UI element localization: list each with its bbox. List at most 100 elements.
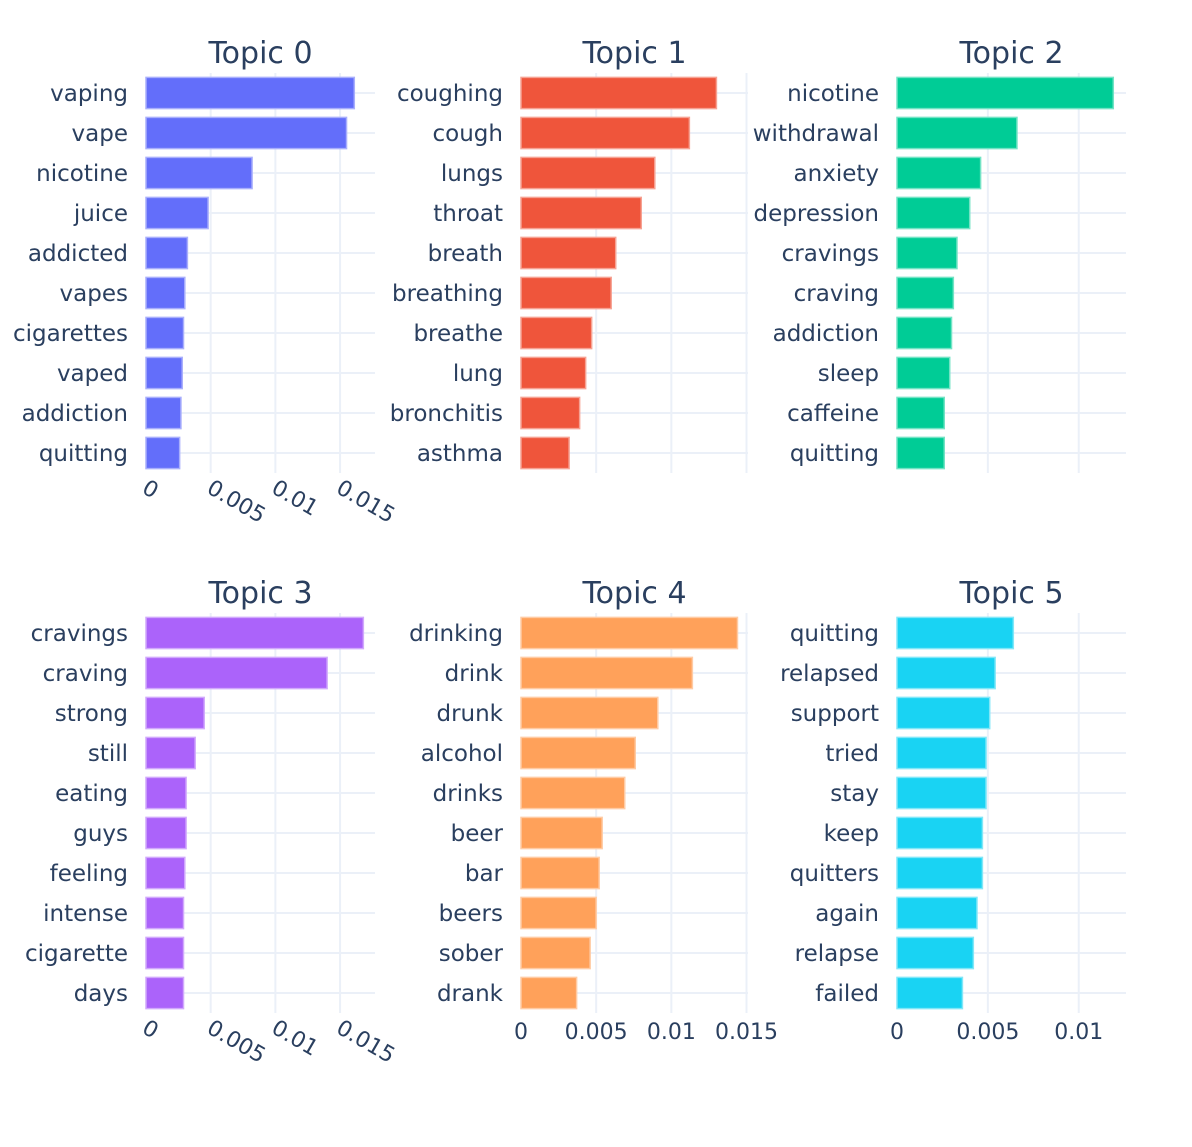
x-tick-label: 0.015 <box>715 1020 778 1045</box>
bar-lung <box>520 356 587 390</box>
category-label: again <box>815 901 879 927</box>
category-label: drinks <box>433 781 503 807</box>
category-label: cravings <box>31 621 128 647</box>
category-label: cough <box>433 121 503 147</box>
category-label: guys <box>73 821 128 847</box>
bar-anxiety <box>896 156 982 190</box>
category-label: quitting <box>790 441 879 467</box>
category-label: asthma <box>417 441 503 467</box>
category-label: addicted <box>28 241 128 267</box>
x-tick-label: 0 <box>514 1020 528 1045</box>
category-label: bar <box>465 861 504 887</box>
category-label: quitting <box>790 621 879 647</box>
category-label: vaped <box>57 361 128 387</box>
bar-cigarette <box>145 936 185 970</box>
bar-nicotine <box>145 156 253 190</box>
panel-topic-4: Topic 4 drinking drink drunk alcohol drinks be… <box>409 576 778 1045</box>
bar-caffeine <box>896 396 946 430</box>
category-label: coughing <box>397 81 503 107</box>
bar-relapse <box>896 936 975 970</box>
bar-intense <box>145 896 185 930</box>
category-label: tried <box>825 741 879 767</box>
category-label: relapsed <box>780 661 879 687</box>
category-label: failed <box>815 981 879 1007</box>
category-label: drunk <box>436 701 503 727</box>
panel-topic-5: Topic 5 quitting relapsed support tried stay k… <box>780 576 1126 1045</box>
bar-vaped <box>145 356 183 390</box>
bar-still <box>145 736 196 770</box>
bar-relapsed <box>896 656 996 690</box>
bar-asthma <box>520 436 570 470</box>
bar-tried <box>896 736 987 770</box>
category-label: nicotine <box>36 161 128 187</box>
bar-beers <box>520 896 597 930</box>
x-tick-label: 0.005 <box>956 1020 1019 1045</box>
panel-title: Topic 3 <box>207 576 312 611</box>
x-tick-label: 0.005 <box>202 1016 269 1069</box>
category-label: drank <box>437 981 504 1007</box>
category-label: caffeine <box>787 401 879 427</box>
category-label: breath <box>428 241 503 267</box>
bar-stay <box>896 776 987 810</box>
panel-topic-3: Topic 3 cravings craving strong still eating g… <box>25 576 399 1069</box>
bar-sleep <box>896 356 951 390</box>
bar-drinks <box>520 776 626 810</box>
bar-throat <box>520 196 643 230</box>
bar-again <box>896 896 978 930</box>
category-label: intense <box>43 901 128 927</box>
bar-vape <box>145 116 348 150</box>
bar-breath <box>520 236 617 270</box>
x-tick-label: 0.01 <box>1054 1020 1103 1045</box>
bar-lungs <box>520 156 656 190</box>
panel-title: Topic 5 <box>958 576 1063 611</box>
category-label: cigarette <box>25 941 128 967</box>
x-tick-label: 0.005 <box>202 476 269 529</box>
bar-quitters <box>896 856 984 890</box>
x-tick-label: 0 <box>138 1016 163 1045</box>
bar-addiction <box>896 316 953 350</box>
bar-breathing <box>520 276 612 310</box>
category-label: relapse <box>795 941 879 967</box>
category-label: addiction <box>22 401 128 427</box>
category-label: addiction <box>773 321 879 347</box>
category-label: strong <box>55 701 128 727</box>
category-label: vaping <box>50 81 128 107</box>
panel-title: Topic 0 <box>207 36 312 71</box>
x-tick-label: 0.01 <box>267 476 322 522</box>
bar-drank <box>520 976 578 1010</box>
category-label: anxiety <box>794 161 879 187</box>
bar-vapes <box>145 276 186 310</box>
category-label: beers <box>439 901 503 927</box>
category-label: keep <box>824 821 879 847</box>
bar-vaping <box>145 76 356 110</box>
bar-sober <box>520 936 591 970</box>
category-label: drink <box>445 661 504 687</box>
x-tick-label: 0.01 <box>647 1020 696 1045</box>
bar-drunk <box>520 696 659 730</box>
bar-beer <box>520 816 603 850</box>
bar-craving <box>896 276 955 310</box>
bar-craving <box>145 656 328 690</box>
bar-breathe <box>520 316 593 350</box>
category-label: vape <box>72 121 128 147</box>
category-label: juice <box>73 201 128 227</box>
category-label: depression <box>754 201 879 227</box>
category-label: craving <box>43 661 128 687</box>
category-label: bronchitis <box>390 401 503 427</box>
category-label: feeling <box>50 861 128 887</box>
category-label: breathe <box>413 321 503 347</box>
bar-drink <box>520 656 694 690</box>
bar-guys <box>145 816 187 850</box>
category-label: stay <box>830 781 879 807</box>
bar-feeling <box>145 856 186 890</box>
bar-quitting <box>896 616 1015 650</box>
x-tick-label: 0.005 <box>565 1020 628 1045</box>
bar-quitting <box>896 436 946 470</box>
category-label: cravings <box>782 241 879 267</box>
bar-days <box>145 976 185 1010</box>
panel-title: Topic 4 <box>581 576 686 611</box>
category-label: still <box>88 741 128 767</box>
bar-coughing <box>520 76 718 110</box>
bar-nicotine <box>896 76 1115 110</box>
